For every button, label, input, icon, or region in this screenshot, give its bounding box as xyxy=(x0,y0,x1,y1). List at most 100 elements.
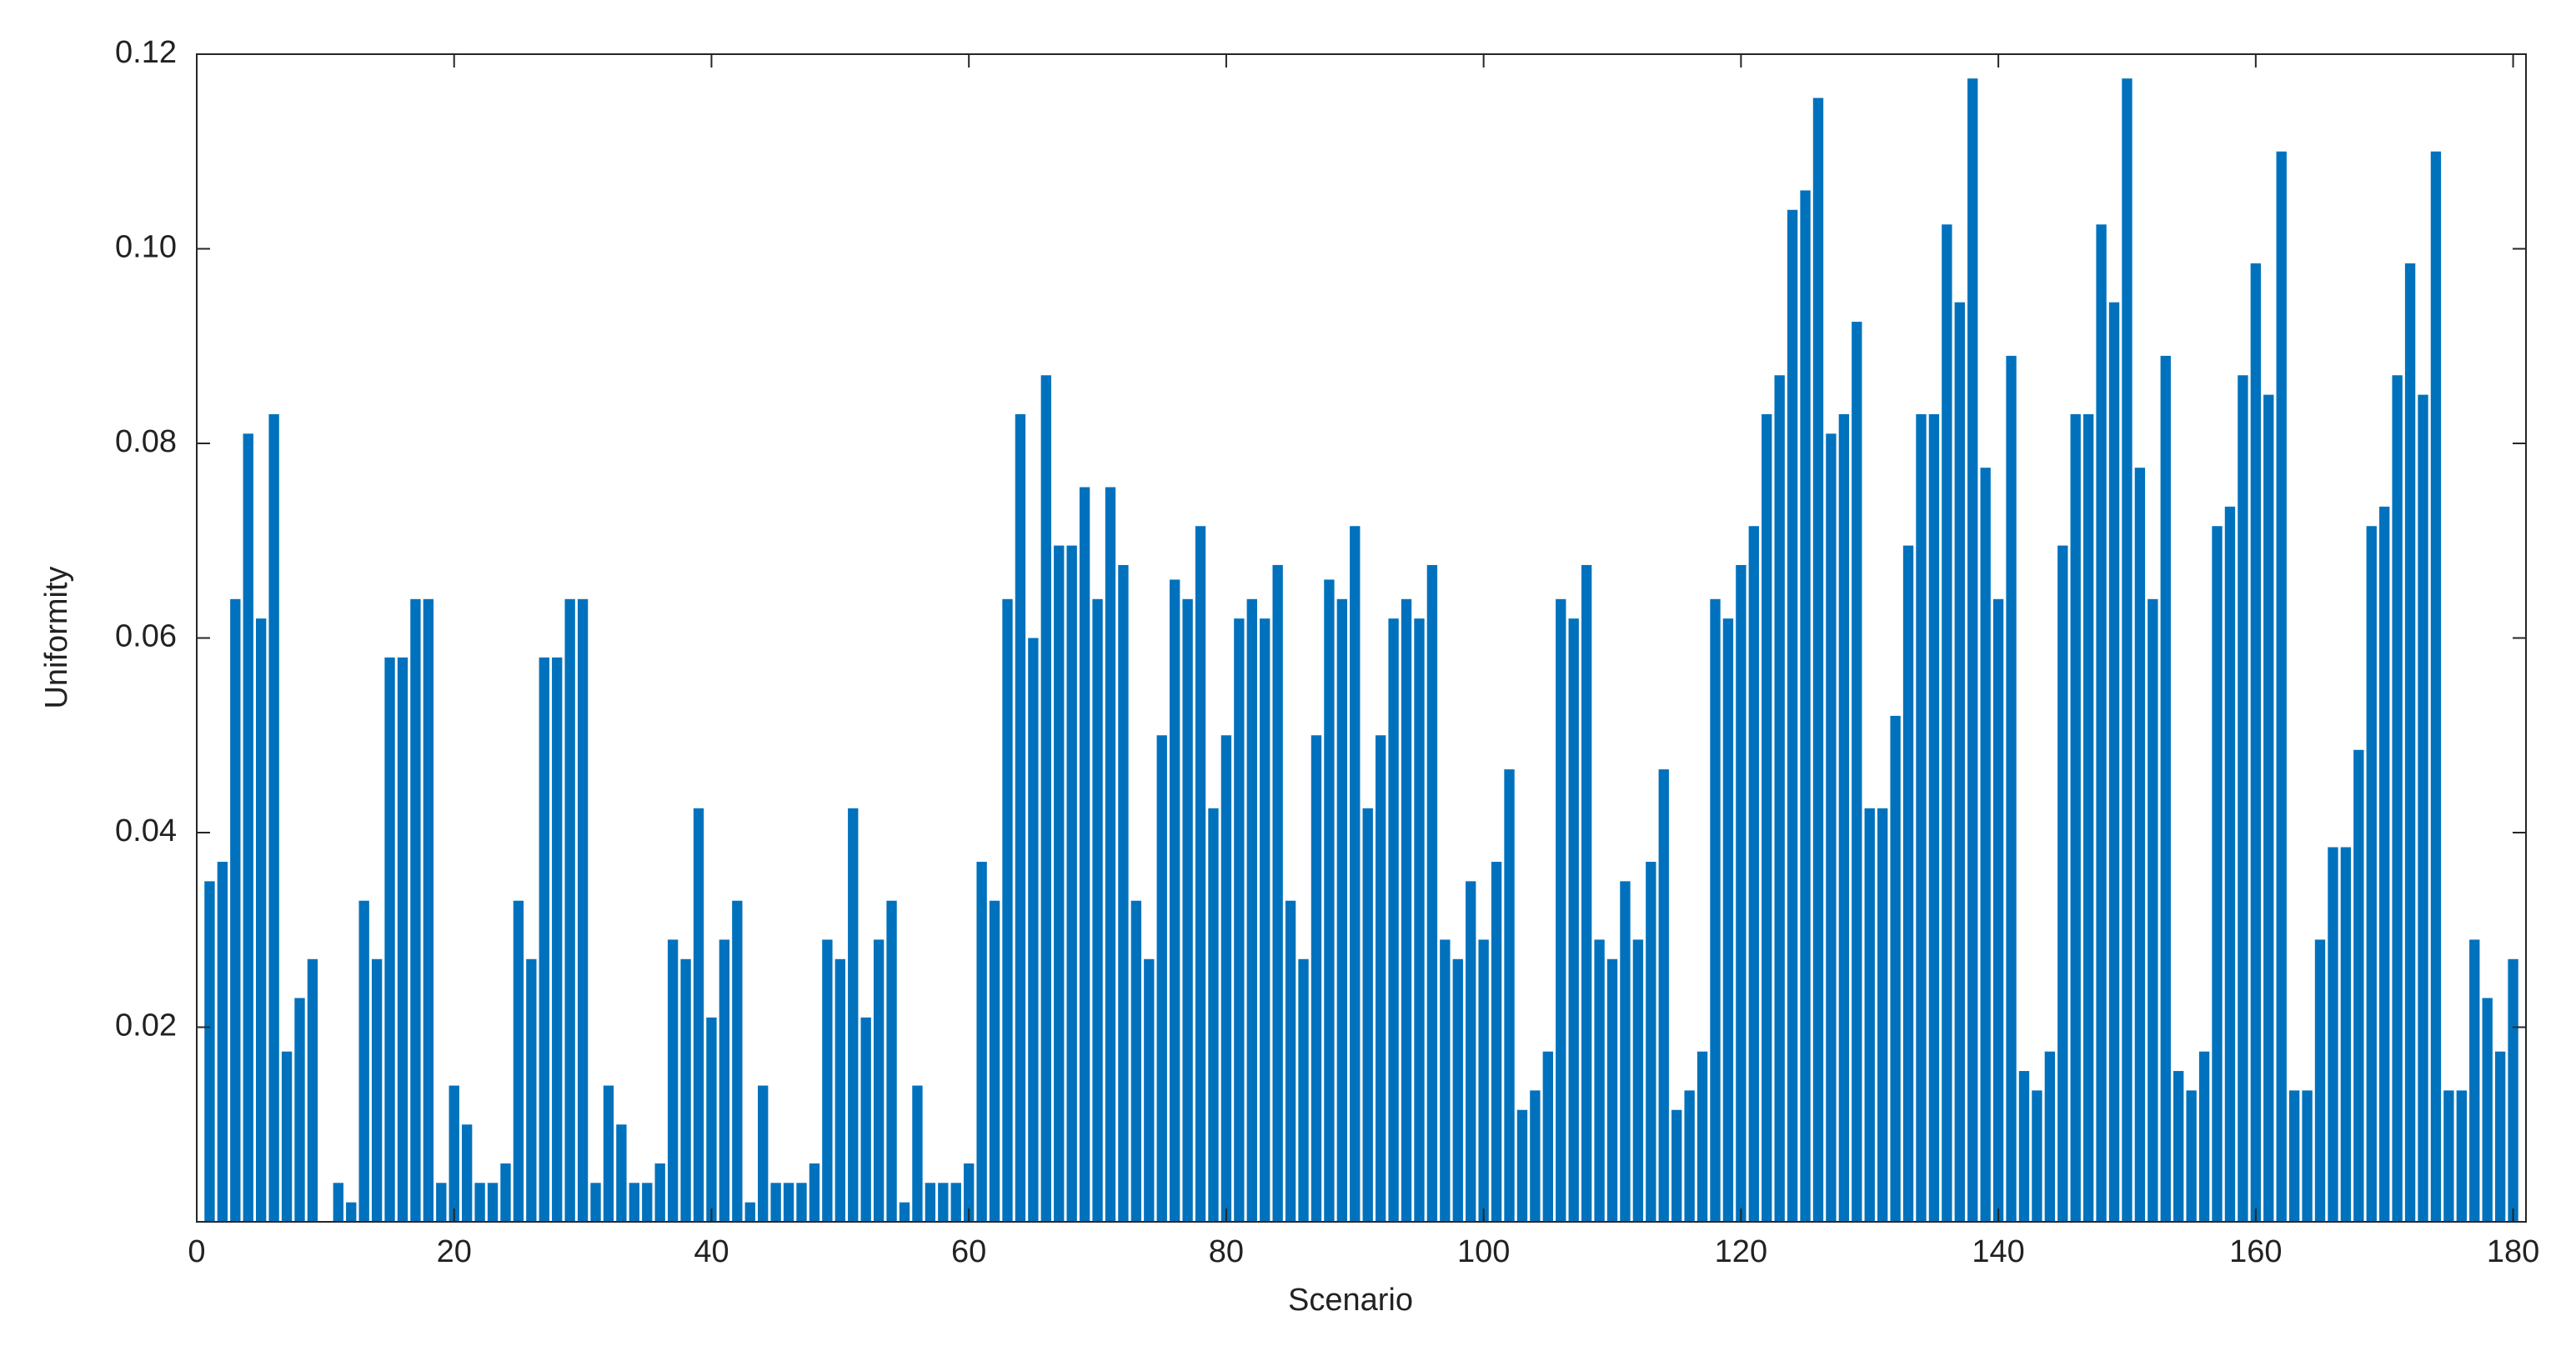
bar xyxy=(2096,224,2107,1222)
bar xyxy=(848,808,859,1222)
bar xyxy=(2212,526,2223,1222)
bar xyxy=(989,900,1000,1222)
bar xyxy=(899,1202,910,1222)
bar xyxy=(2314,939,2326,1222)
bar xyxy=(1942,224,1952,1222)
bar xyxy=(461,1124,473,1222)
bar xyxy=(564,598,575,1222)
bar xyxy=(513,900,524,1222)
bar xyxy=(1954,302,1965,1222)
bar xyxy=(1902,545,1914,1222)
x-tick-label: 140 xyxy=(1972,1234,2024,1269)
bar xyxy=(1169,579,1180,1222)
bar xyxy=(1632,939,1644,1222)
bar xyxy=(2186,1090,2197,1222)
bar xyxy=(2160,355,2171,1222)
bar xyxy=(1542,1051,1554,1222)
x-tick-label: 80 xyxy=(1209,1234,1244,1269)
bar xyxy=(2057,545,2068,1222)
bar xyxy=(2108,302,2120,1222)
bar xyxy=(809,1163,820,1222)
bar xyxy=(1440,939,1451,1222)
bar xyxy=(500,1163,511,1222)
bar xyxy=(1388,618,1399,1222)
bar xyxy=(1568,618,1579,1222)
bar xyxy=(1516,1109,1528,1222)
y-tick-label: 0.08 xyxy=(115,424,177,459)
bar xyxy=(526,958,537,1222)
y-tick-label: 0.02 xyxy=(115,1008,177,1043)
bar xyxy=(2456,1090,2467,1222)
bar xyxy=(1748,526,1759,1222)
bar xyxy=(629,1183,640,1222)
bar xyxy=(2122,78,2132,1222)
x-tick-label: 0 xyxy=(188,1234,205,1269)
bar xyxy=(1350,526,1361,1222)
bar xyxy=(2276,151,2287,1222)
bar xyxy=(1890,715,1901,1222)
bar xyxy=(1606,958,1618,1222)
bar xyxy=(693,808,704,1222)
bar xyxy=(706,1017,717,1222)
bar xyxy=(449,1085,459,1222)
bar xyxy=(590,1183,601,1222)
bar xyxy=(1466,881,1476,1222)
bar xyxy=(2482,998,2493,1222)
bar xyxy=(2288,1090,2300,1222)
bar xyxy=(1658,769,1669,1222)
bar xyxy=(1182,598,1193,1222)
bar xyxy=(964,1163,975,1222)
bar xyxy=(1928,413,1940,1223)
bar xyxy=(281,1051,293,1222)
bar xyxy=(2032,1090,2042,1222)
x-tick-label: 100 xyxy=(1457,1234,1510,1269)
bar xyxy=(1864,808,1875,1222)
bar xyxy=(680,958,691,1222)
x-tick-label: 180 xyxy=(2487,1234,2539,1269)
bar xyxy=(1556,598,1566,1222)
y-tick-label: 0.12 xyxy=(115,35,177,70)
bar xyxy=(2379,506,2390,1222)
bar xyxy=(976,862,987,1222)
bar xyxy=(1130,900,1142,1222)
bar xyxy=(860,1017,871,1222)
bar xyxy=(2494,1051,2506,1222)
bar xyxy=(1478,939,1489,1222)
bar xyxy=(333,1183,343,1222)
bar xyxy=(1852,322,1862,1222)
bar xyxy=(667,939,679,1222)
bar xyxy=(2508,958,2518,1222)
bar xyxy=(1736,564,1747,1222)
bar xyxy=(1375,735,1386,1222)
bar xyxy=(603,1085,614,1222)
bar xyxy=(371,958,383,1222)
bar xyxy=(1671,1109,1682,1222)
x-tick-label: 160 xyxy=(2229,1234,2282,1269)
bar xyxy=(2250,263,2262,1223)
bar xyxy=(2173,1071,2184,1222)
bar xyxy=(783,1183,794,1222)
bar xyxy=(834,958,845,1222)
bar xyxy=(1156,735,1167,1222)
bar xyxy=(1066,545,1077,1222)
bar xyxy=(474,1183,485,1222)
bar xyxy=(1620,881,1631,1222)
bar xyxy=(1054,545,1065,1222)
bar xyxy=(822,939,833,1222)
bar xyxy=(1530,1090,1541,1222)
bar xyxy=(539,657,549,1222)
bar xyxy=(552,657,563,1222)
bar xyxy=(873,939,885,1222)
bar xyxy=(1722,618,1734,1222)
bar xyxy=(2082,413,2094,1223)
bar xyxy=(1800,190,1811,1223)
bar xyxy=(1040,375,1051,1222)
bar xyxy=(2198,1051,2210,1222)
bar xyxy=(1002,598,1013,1222)
bar xyxy=(1311,735,1322,1222)
bar xyxy=(1684,1090,1695,1222)
bar xyxy=(204,881,215,1222)
x-tick-label: 20 xyxy=(437,1234,472,1269)
bar xyxy=(654,1163,665,1222)
